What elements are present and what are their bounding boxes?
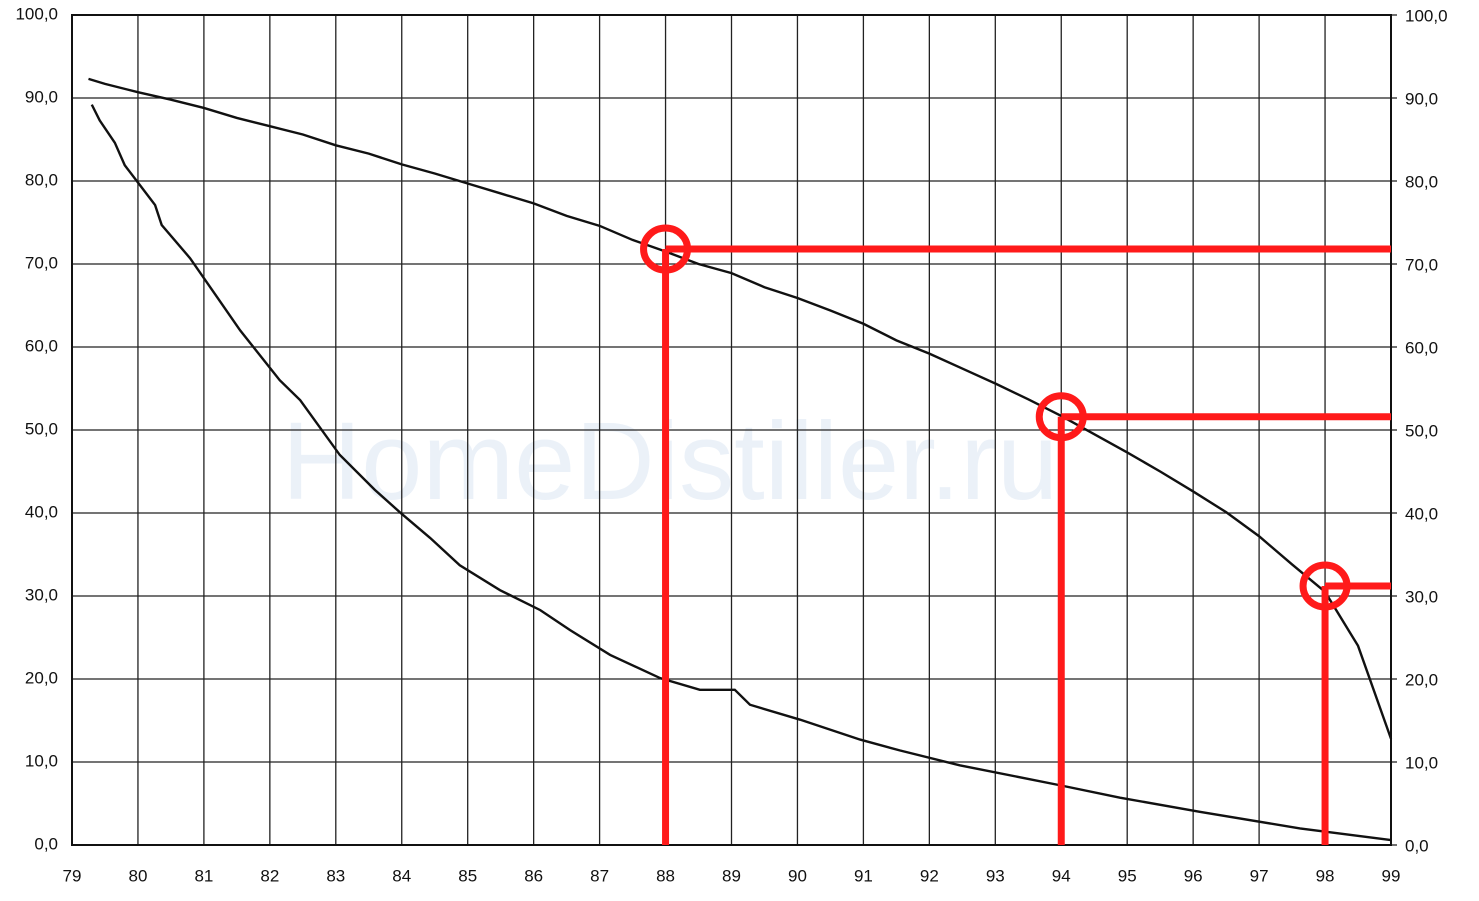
annotation-circle — [1035, 392, 1087, 442]
y-tick-label: 50,0 — [25, 419, 58, 438]
y-tick-label: 20,0 — [25, 668, 58, 687]
y2-tick-label: 100,0 — [1405, 6, 1448, 25]
x-tick-label: 90 — [788, 866, 807, 885]
y-tick-label: 90,0 — [25, 87, 58, 106]
annotation-circle — [1299, 561, 1351, 611]
x-tick-label: 80 — [128, 866, 147, 885]
y-tick-label: 60,0 — [25, 336, 58, 355]
x-tick-label: 81 — [194, 866, 213, 885]
x-tick-label: 79 — [63, 866, 82, 885]
annotation-circle — [640, 224, 692, 274]
x-tick-label: 85 — [458, 866, 477, 885]
x-tick-label: 91 — [854, 866, 873, 885]
x-tick-label: 96 — [1184, 866, 1203, 885]
x-tick-label: 89 — [722, 866, 741, 885]
x-tick-label: 99 — [1382, 866, 1401, 885]
y-tick-label: 70,0 — [25, 253, 58, 272]
y2-tick-label: 20,0 — [1405, 670, 1438, 689]
y2-tick-label: 30,0 — [1405, 587, 1438, 606]
x-tick-label: 86 — [524, 866, 543, 885]
x-tick-label: 98 — [1316, 866, 1335, 885]
y-tick-label: 0,0 — [34, 834, 58, 853]
y2-tick-label: 0,0 — [1405, 836, 1429, 855]
x-tick-label: 93 — [986, 866, 1005, 885]
y-tick-label: 40,0 — [25, 502, 58, 521]
y2-tick-label: 60,0 — [1405, 338, 1438, 357]
y2-tick-label: 80,0 — [1405, 172, 1438, 191]
series-line — [90, 104, 1392, 842]
y-tick-label: 30,0 — [25, 585, 58, 604]
x-tick-label: 88 — [656, 866, 675, 885]
y-tick-label: 80,0 — [25, 170, 58, 189]
y2-tick-label: 50,0 — [1405, 421, 1438, 440]
y2-tick-label: 40,0 — [1405, 504, 1438, 523]
y-tick-label: 10,0 — [25, 751, 58, 770]
series-line — [88, 77, 1393, 740]
x-tick-label: 97 — [1250, 866, 1269, 885]
x-tick-label: 95 — [1118, 866, 1137, 885]
y-tick-label: 100,0 — [15, 4, 58, 23]
x-tick-label: 83 — [326, 866, 345, 885]
plot-frame — [71, 14, 1392, 846]
x-tick-label: 84 — [392, 866, 411, 885]
x-tick-label: 82 — [260, 866, 279, 885]
watermark: HomeDistiller.ru — [282, 400, 1058, 523]
x-tick-label: 94 — [1052, 866, 1071, 885]
y2-tick-label: 70,0 — [1405, 255, 1438, 274]
x-tick-label: 87 — [590, 866, 609, 885]
y2-tick-label: 90,0 — [1405, 89, 1438, 108]
x-tick-label: 92 — [920, 866, 939, 885]
y2-tick-label: 10,0 — [1405, 753, 1438, 772]
